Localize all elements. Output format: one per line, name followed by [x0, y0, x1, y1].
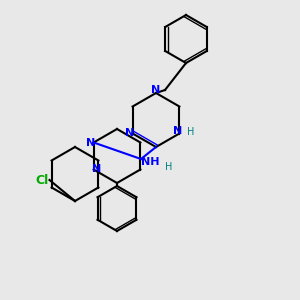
- Text: H: H: [165, 161, 172, 172]
- Text: N: N: [173, 125, 182, 136]
- Text: N: N: [86, 137, 95, 148]
- Text: N: N: [152, 85, 160, 95]
- Text: NH: NH: [141, 157, 159, 167]
- Text: H: H: [187, 127, 194, 137]
- Text: Cl: Cl: [35, 173, 49, 187]
- Text: N: N: [125, 128, 134, 139]
- Text: N: N: [92, 164, 101, 175]
